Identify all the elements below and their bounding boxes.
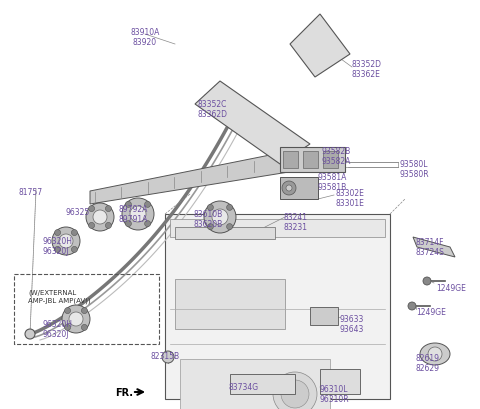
Text: 83302E
83301E: 83302E 83301E — [336, 189, 365, 208]
Circle shape — [86, 204, 114, 231]
Circle shape — [408, 302, 416, 310]
Text: 93580L
93580R: 93580L 93580R — [400, 160, 430, 179]
Bar — [280, 178, 318, 200]
Circle shape — [125, 202, 132, 208]
Text: (W/EXTERNAL
AMP-JBL AMP(AV)): (W/EXTERNAL AMP-JBL AMP(AV)) — [28, 289, 91, 303]
Text: 96320H
96320J: 96320H 96320J — [42, 236, 72, 256]
Circle shape — [93, 211, 107, 225]
Bar — [175, 227, 275, 239]
Circle shape — [69, 312, 83, 326]
Bar — [170, 220, 385, 237]
Circle shape — [59, 234, 73, 248]
Circle shape — [72, 247, 77, 253]
Polygon shape — [90, 154, 295, 204]
Bar — [310, 307, 338, 325]
Circle shape — [423, 277, 431, 285]
Ellipse shape — [420, 343, 450, 365]
Text: 83352D
83362E: 83352D 83362E — [352, 60, 382, 79]
Text: 1249GE: 1249GE — [436, 283, 466, 292]
Text: 83714F
83724S: 83714F 83724S — [415, 237, 444, 257]
Text: 83734G: 83734G — [228, 382, 258, 391]
Bar — [283, 152, 298, 169]
Circle shape — [55, 247, 60, 253]
Circle shape — [62, 305, 90, 333]
Circle shape — [207, 224, 214, 230]
Circle shape — [428, 347, 442, 361]
Circle shape — [144, 221, 151, 227]
Circle shape — [227, 205, 233, 211]
Circle shape — [55, 230, 60, 236]
Polygon shape — [195, 82, 310, 164]
Circle shape — [204, 202, 236, 234]
Text: 83352C
83362D: 83352C 83362D — [197, 100, 227, 119]
Circle shape — [281, 380, 309, 408]
Circle shape — [82, 325, 87, 330]
Bar — [165, 214, 390, 399]
Bar — [180, 359, 330, 409]
Bar — [14, 274, 159, 344]
Text: 93633
93643: 93633 93643 — [340, 314, 364, 334]
Text: 96310L
96310R: 96310L 96310R — [320, 384, 349, 403]
Text: 89792A
89791A: 89792A 89791A — [118, 204, 147, 224]
Text: FR.: FR. — [115, 387, 133, 397]
Circle shape — [125, 221, 132, 227]
Circle shape — [72, 230, 77, 236]
Bar — [230, 374, 295, 394]
Text: 96320H
96320J: 96320H 96320J — [42, 319, 72, 339]
Circle shape — [82, 308, 87, 314]
Text: 83910A
83920: 83910A 83920 — [130, 28, 160, 47]
Bar — [280, 148, 345, 173]
Circle shape — [89, 223, 95, 229]
Circle shape — [212, 209, 228, 225]
Circle shape — [207, 205, 214, 211]
Circle shape — [122, 198, 154, 230]
Circle shape — [65, 308, 71, 314]
Circle shape — [162, 351, 174, 363]
Circle shape — [106, 206, 111, 212]
Circle shape — [282, 182, 296, 196]
Bar — [303, 152, 318, 169]
Text: 1249GE: 1249GE — [416, 307, 446, 316]
Polygon shape — [413, 237, 455, 257]
Polygon shape — [290, 15, 350, 78]
Circle shape — [286, 186, 292, 191]
Text: 82315B: 82315B — [150, 351, 179, 360]
Text: 82619
82629: 82619 82629 — [416, 353, 440, 373]
Circle shape — [130, 207, 146, 222]
Circle shape — [106, 223, 111, 229]
Circle shape — [273, 372, 317, 409]
Text: 93581A
93581B: 93581A 93581B — [318, 173, 348, 192]
Circle shape — [89, 206, 95, 212]
Circle shape — [227, 224, 233, 230]
Text: 83241
83231: 83241 83231 — [284, 213, 308, 232]
Circle shape — [25, 329, 35, 339]
Circle shape — [52, 227, 80, 255]
Circle shape — [144, 202, 151, 208]
Text: 96325: 96325 — [66, 207, 90, 216]
Bar — [320, 369, 360, 394]
Circle shape — [65, 325, 71, 330]
Text: 81757: 81757 — [18, 188, 42, 196]
Bar — [175, 279, 285, 329]
Text: 93582B
93582A: 93582B 93582A — [322, 147, 351, 166]
Text: 83610B
83620B: 83610B 83620B — [193, 209, 222, 229]
Bar — [323, 152, 338, 169]
